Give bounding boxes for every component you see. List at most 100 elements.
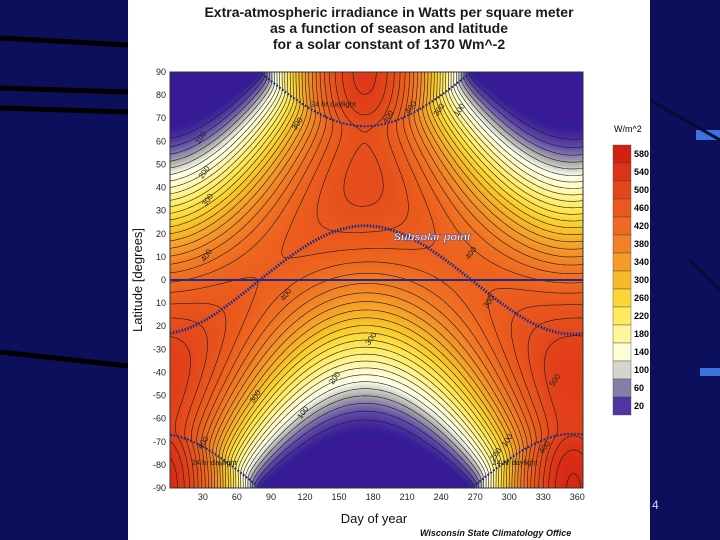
chart-svg: Subsolar point 24 hr daylight 24 hr daylig… bbox=[130, 67, 649, 526]
x-axis-ticks: 30 60 90 120 150 180 210 240 270 300 330 360 bbox=[198, 492, 585, 502]
contour-400 bbox=[170, 72, 583, 488]
contour-100 bbox=[170, 72, 583, 488]
contour-280 bbox=[170, 72, 583, 488]
y-axis-label: Latitude [degrees] bbox=[130, 228, 145, 332]
y-tick-label: 0 bbox=[161, 275, 166, 285]
y-tick-label: -90 bbox=[153, 483, 166, 493]
contour-480 bbox=[170, 72, 583, 488]
y-tick-label: 10 bbox=[156, 298, 166, 308]
chart-title-line-2: as a function of season and latitude bbox=[269, 20, 509, 36]
colorbar-swatch bbox=[612, 378, 632, 398]
colorbar-swatch bbox=[612, 396, 632, 416]
x-tick-label: 150 bbox=[332, 492, 347, 502]
colorbar-tick-label: 20 bbox=[634, 401, 644, 411]
y-tick-label: 80 bbox=[156, 90, 166, 100]
colorbar-swatch bbox=[612, 360, 632, 380]
x-tick-label: 330 bbox=[536, 492, 551, 502]
x-tick-label: 180 bbox=[366, 492, 381, 502]
y-tick-label: -30 bbox=[153, 344, 166, 354]
y-tick-label: 70 bbox=[156, 113, 166, 123]
annotation-1: 24 hr daylight bbox=[311, 100, 357, 109]
colorbar-tick-label: 100 bbox=[634, 365, 649, 375]
y-tick-label: -40 bbox=[153, 367, 166, 377]
contour-560 bbox=[566, 473, 581, 488]
contour-200 bbox=[170, 72, 583, 488]
contour-lines bbox=[170, 72, 583, 488]
x-tick-label: 300 bbox=[502, 492, 517, 502]
annotation-3: 24 hr daylight bbox=[492, 458, 538, 467]
colorbar-swatch bbox=[612, 288, 632, 308]
x-axis-label: Day of year bbox=[341, 511, 408, 526]
y-tick-label: -50 bbox=[153, 391, 166, 401]
plot-frame bbox=[169, 71, 584, 489]
colorbar-swatch bbox=[612, 324, 632, 344]
colorbar-tick-label: 420 bbox=[634, 221, 649, 231]
contour-540 bbox=[170, 449, 583, 488]
contour-520 bbox=[170, 72, 583, 488]
x-tick-label: 60 bbox=[232, 492, 242, 502]
polar-day-boundary-north bbox=[170, 72, 583, 128]
contour-20 bbox=[170, 72, 583, 488]
contour-360 bbox=[170, 72, 583, 488]
colorbar-swatch bbox=[612, 144, 632, 164]
colorbar-tick-label: 540 bbox=[634, 167, 649, 177]
y-tick-label: -70 bbox=[153, 437, 166, 447]
colorbar-swatch bbox=[612, 252, 632, 272]
colorbar: 580 540 500 460 420 380 340 300 260 220 180 140 100 6… bbox=[612, 144, 649, 416]
contour-180 bbox=[170, 72, 583, 488]
colorbar-tick-label: 260 bbox=[634, 293, 649, 303]
colorbar-tick-label: 340 bbox=[634, 257, 649, 267]
y-tick-label: 40 bbox=[156, 183, 166, 193]
colorbar-tick-label: 580 bbox=[634, 149, 649, 159]
colorbar-unit-label: W/m^2 bbox=[614, 124, 642, 134]
colorbar-tick-label: 460 bbox=[634, 203, 649, 213]
contour-380 bbox=[170, 72, 583, 488]
y-tick-label: 10 bbox=[156, 252, 166, 262]
colorbar-tick-label: 500 bbox=[634, 185, 649, 195]
colorbar-swatch bbox=[612, 270, 632, 290]
x-tick-label: 120 bbox=[298, 492, 313, 502]
x-tick-label: 360 bbox=[570, 492, 585, 502]
contour-440 bbox=[170, 72, 583, 488]
x-tick-label: 270 bbox=[468, 492, 483, 502]
annotation-2: 24 hr daylight bbox=[192, 458, 238, 467]
credit-text: Wisconsin State Climatology Office bbox=[420, 528, 572, 538]
subsolar-point-curve bbox=[170, 224, 583, 336]
x-tick-label: 30 bbox=[198, 492, 208, 502]
colorbar-swatch bbox=[612, 234, 632, 254]
chart-title-line-1: Extra-atmospheric irradiance in Watts pe… bbox=[204, 4, 574, 20]
colorbar-tick-label: 140 bbox=[634, 347, 649, 357]
y-tick-label: 60 bbox=[156, 136, 166, 146]
colorbar-swatch bbox=[612, 180, 632, 200]
y-tick-label: 20 bbox=[156, 229, 166, 239]
contour-340 bbox=[170, 72, 583, 488]
contour-300 bbox=[170, 72, 583, 488]
slide-number: 4 bbox=[652, 498, 659, 512]
chart-title-line-3: for a solar constant of 1370 Wm^-2 bbox=[272, 36, 506, 52]
y-tick-label: 30 bbox=[156, 206, 166, 216]
y-tick-label: 50 bbox=[156, 159, 166, 169]
contour-60 bbox=[170, 72, 583, 488]
colorbar-tick-label: 220 bbox=[634, 311, 649, 321]
x-tick-label: 210 bbox=[400, 492, 415, 502]
colorbar-tick-label: 180 bbox=[634, 329, 649, 339]
colorbar-swatch bbox=[612, 162, 632, 182]
contour-460 bbox=[170, 72, 583, 488]
y-tick-label: -60 bbox=[153, 414, 166, 424]
colorbar-tick-label: 380 bbox=[634, 239, 649, 249]
contour-160 bbox=[170, 72, 583, 488]
contour-40 bbox=[170, 72, 583, 488]
contour-120 bbox=[170, 72, 583, 488]
annotation-0: Subsolar point bbox=[394, 232, 472, 244]
x-tick-label: 90 bbox=[266, 492, 276, 502]
colorbar-swatch bbox=[612, 216, 632, 236]
contour-140 bbox=[170, 72, 583, 488]
contour-320 bbox=[170, 72, 583, 488]
y-axis-ticks: 90 80 70 60 50 40 30 20 10 0 10 20 -30 -40 -50 -60 -70 -8… bbox=[153, 67, 166, 493]
y-tick-label: -80 bbox=[153, 460, 166, 470]
contour-220 bbox=[170, 72, 583, 488]
colorbar-tick-label: 300 bbox=[634, 275, 649, 285]
contour-500 bbox=[170, 72, 583, 488]
y-tick-label: 20 bbox=[156, 321, 166, 331]
x-tick-label: 240 bbox=[434, 492, 449, 502]
